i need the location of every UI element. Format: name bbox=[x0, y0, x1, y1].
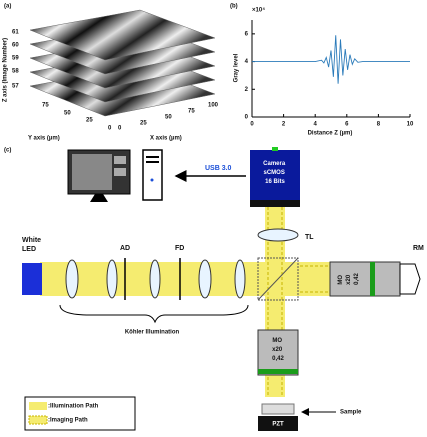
mo-line: 0,42 bbox=[354, 273, 360, 285]
y-axis-label: Y axis (µm) bbox=[28, 136, 60, 142]
x-axis-label: X axis (µm) bbox=[150, 136, 182, 142]
led-line: White bbox=[22, 237, 41, 244]
led-line: LED bbox=[22, 246, 36, 253]
objective-sample-label: MO x20 0,42 bbox=[272, 338, 284, 362]
y-tick-label: 0 bbox=[245, 115, 249, 121]
mo-line: 0,42 bbox=[272, 356, 284, 362]
camera-line: sCMOS bbox=[263, 170, 284, 176]
led bbox=[22, 263, 42, 295]
y-tick-label: 2 bbox=[245, 87, 249, 93]
panel-label: (b) bbox=[230, 4, 238, 10]
camera-label: Camera sCMOS 16 Bits bbox=[263, 161, 287, 185]
z-tick-label: 61 bbox=[12, 30, 19, 36]
mo-line: MO bbox=[272, 338, 282, 344]
z-tick-label: 59 bbox=[12, 56, 19, 62]
figure: (a) (b) (c) 61 60 59 58 57 Z axis (Image… bbox=[0, 0, 427, 437]
y-tick-label: 0 bbox=[108, 126, 112, 132]
tube-lens bbox=[258, 229, 298, 241]
sample bbox=[262, 404, 294, 414]
z-tick-label: 60 bbox=[12, 43, 19, 49]
camera-line: 16 Bits bbox=[265, 179, 285, 185]
y-tick-label: 50 bbox=[64, 111, 71, 117]
mo-line: MO bbox=[338, 275, 344, 285]
y-tick-label: 25 bbox=[86, 118, 93, 124]
z-tick-label: 57 bbox=[12, 84, 19, 90]
y-tick-label: 4 bbox=[245, 59, 249, 65]
x-tick-label: 2 bbox=[282, 122, 286, 128]
panel-label: (a) bbox=[4, 4, 11, 10]
y-tick-label: 6 bbox=[245, 31, 249, 37]
tl-label: TL bbox=[305, 234, 314, 241]
kohler-label: Köhler Illumination bbox=[125, 330, 180, 336]
legend-entry: :Imaging Path bbox=[48, 418, 88, 424]
x-tick-label: 100 bbox=[208, 103, 219, 109]
x-tick-label: 50 bbox=[165, 115, 172, 121]
camera-line: Camera bbox=[263, 161, 286, 167]
led-label: White LED bbox=[22, 237, 43, 253]
x-tick-label: 75 bbox=[188, 109, 195, 115]
computer bbox=[68, 150, 162, 202]
legend bbox=[25, 397, 135, 430]
x-axis-label: Distance Z (µm) bbox=[308, 131, 353, 137]
reference-mirror bbox=[400, 264, 420, 294]
multiplier: ×10⁴ bbox=[252, 8, 265, 14]
sample-label: Sample bbox=[340, 410, 362, 416]
surface-stack bbox=[30, 10, 215, 116]
mo-line: x20 bbox=[346, 274, 352, 285]
pzt-label: PZT bbox=[272, 422, 284, 428]
fd-label: FD bbox=[175, 245, 184, 252]
usb-label: USB 3.0 bbox=[205, 165, 232, 172]
legend-entry: :Illumination Path bbox=[48, 404, 99, 410]
x-tick-label: 0 bbox=[250, 122, 254, 128]
signal-chart: 0 2 4 6 0 2 4 6 8 10 bbox=[245, 20, 414, 128]
x-tick-label: 6 bbox=[345, 122, 349, 128]
mo-line: x20 bbox=[272, 347, 283, 353]
signal-line bbox=[252, 35, 410, 84]
kohler-brace bbox=[60, 305, 248, 322]
x-tick-label: 8 bbox=[377, 122, 381, 128]
objective-ref-label: MO x20 0,42 bbox=[338, 273, 360, 285]
ad-label: AD bbox=[120, 245, 130, 252]
rm-label: RM bbox=[413, 245, 424, 252]
panel-label: (c) bbox=[4, 148, 11, 154]
z-tick-label: 58 bbox=[12, 69, 19, 75]
x-tick-label: 0 bbox=[118, 126, 122, 132]
y-axis-label: Gray level bbox=[234, 53, 240, 82]
x-tick-label: 10 bbox=[407, 122, 414, 128]
z-axis-label: Z axis (Image Number) bbox=[3, 38, 9, 102]
x-tick-label: 4 bbox=[314, 122, 318, 128]
x-tick-label: 25 bbox=[140, 121, 147, 127]
y-tick-label: 75 bbox=[42, 103, 49, 109]
